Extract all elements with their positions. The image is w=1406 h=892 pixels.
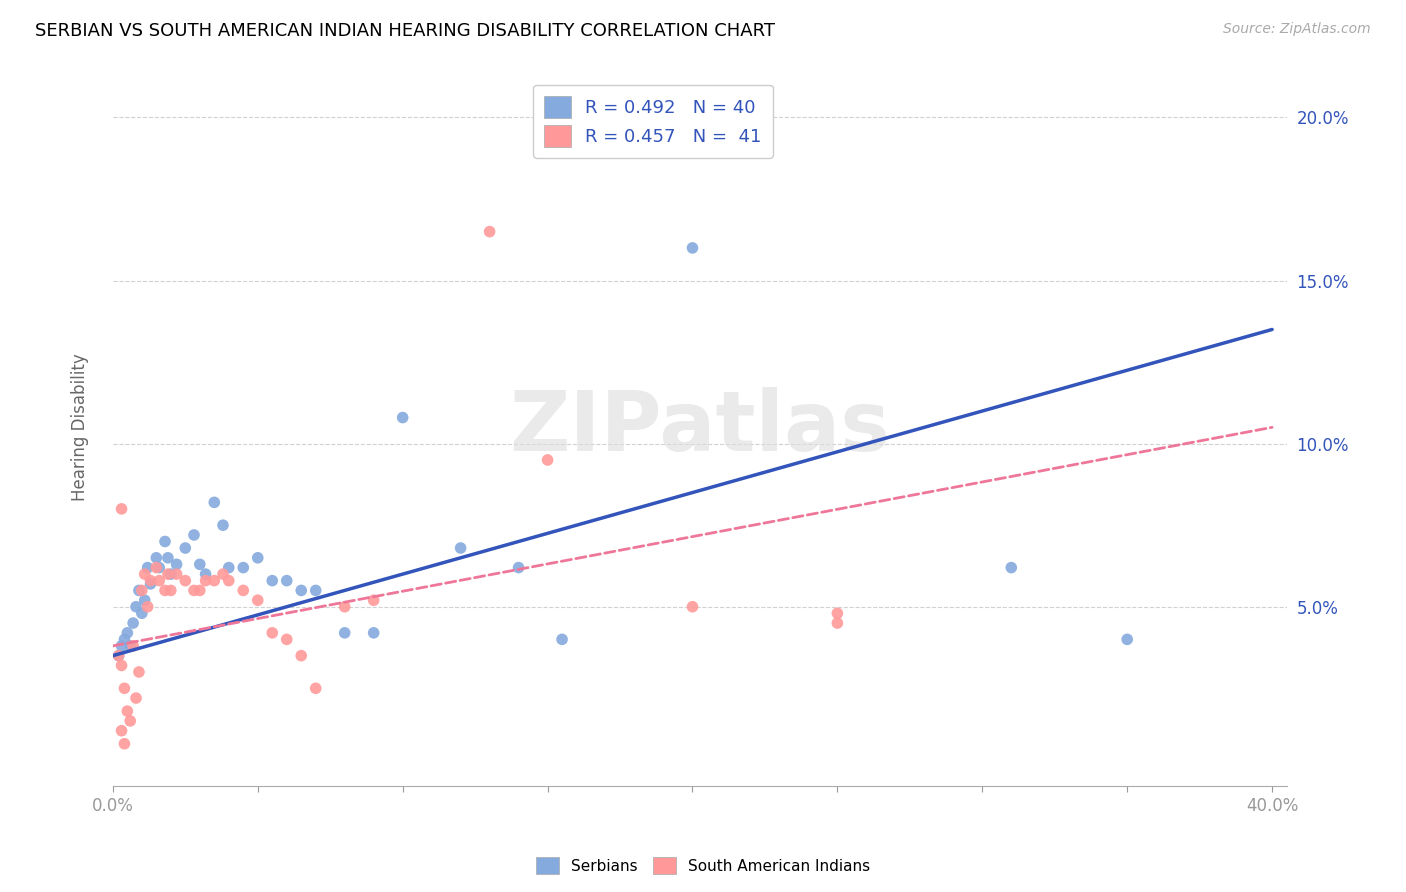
Point	[125, 691, 148, 706]
Point	[246, 550, 269, 565]
Point	[107, 648, 129, 663]
Legend: Serbians, South American Indians: Serbians, South American Indians	[530, 851, 876, 880]
Point	[262, 574, 284, 588]
Point	[682, 599, 704, 614]
Point	[139, 577, 162, 591]
Point	[128, 583, 150, 598]
Text: Source: ZipAtlas.com: Source: ZipAtlas.com	[1223, 22, 1371, 37]
Point	[391, 410, 413, 425]
Point	[212, 518, 235, 533]
Point	[276, 632, 298, 647]
Point	[134, 567, 156, 582]
Point	[136, 560, 159, 574]
Point	[148, 574, 170, 588]
Point	[110, 501, 132, 516]
Point	[536, 453, 558, 467]
Point	[194, 574, 217, 588]
Point	[117, 625, 139, 640]
Point	[551, 632, 574, 647]
Legend: R = 0.492   N = 40, R = 0.457   N =  41: R = 0.492 N = 40, R = 0.457 N = 41	[533, 85, 772, 158]
Point	[131, 583, 153, 598]
Point	[232, 560, 254, 574]
Point	[212, 567, 235, 582]
Point	[305, 583, 328, 598]
Point	[153, 534, 176, 549]
Point	[156, 550, 179, 565]
Point	[194, 567, 217, 582]
Point	[827, 607, 849, 621]
Point	[682, 241, 704, 255]
Point	[290, 583, 312, 598]
Point	[114, 681, 136, 696]
Point	[114, 632, 136, 647]
Point	[232, 583, 254, 598]
Point	[174, 541, 197, 555]
Point	[120, 714, 142, 728]
Point	[450, 541, 472, 555]
Point	[183, 583, 205, 598]
Point	[120, 639, 142, 653]
Point	[305, 681, 328, 696]
Point	[188, 558, 211, 572]
Point	[122, 615, 145, 630]
Point	[202, 574, 225, 588]
Point	[174, 574, 197, 588]
Point	[478, 225, 501, 239]
Point	[125, 599, 148, 614]
Point	[145, 560, 167, 574]
Point	[218, 560, 240, 574]
Text: SERBIAN VS SOUTH AMERICAN INDIAN HEARING DISABILITY CORRELATION CHART: SERBIAN VS SOUTH AMERICAN INDIAN HEARING…	[35, 22, 775, 40]
Point	[153, 583, 176, 598]
Point	[262, 625, 284, 640]
Point	[246, 593, 269, 607]
Text: ZIPatlas: ZIPatlas	[509, 387, 890, 467]
Point	[1000, 560, 1022, 574]
Point	[827, 615, 849, 630]
Point	[136, 599, 159, 614]
Point	[131, 607, 153, 621]
Point	[110, 723, 132, 738]
Point	[276, 574, 298, 588]
Point	[145, 550, 167, 565]
Point	[333, 625, 356, 640]
Point	[117, 704, 139, 718]
Point	[110, 658, 132, 673]
Point	[148, 560, 170, 574]
Point	[218, 574, 240, 588]
Point	[1116, 632, 1139, 647]
Point	[363, 625, 385, 640]
Y-axis label: Hearing Disability: Hearing Disability	[72, 353, 89, 501]
Point	[159, 567, 181, 582]
Point	[122, 639, 145, 653]
Point	[363, 593, 385, 607]
Point	[333, 599, 356, 614]
Point	[202, 495, 225, 509]
Point	[166, 558, 188, 572]
Point	[156, 567, 179, 582]
Point	[139, 574, 162, 588]
Point	[128, 665, 150, 679]
Point	[134, 593, 156, 607]
Point	[183, 528, 205, 542]
Point	[114, 737, 136, 751]
Point	[107, 648, 129, 663]
Point	[188, 583, 211, 598]
Point	[110, 639, 132, 653]
Point	[166, 567, 188, 582]
Point	[159, 583, 181, 598]
Point	[290, 648, 312, 663]
Point	[508, 560, 530, 574]
